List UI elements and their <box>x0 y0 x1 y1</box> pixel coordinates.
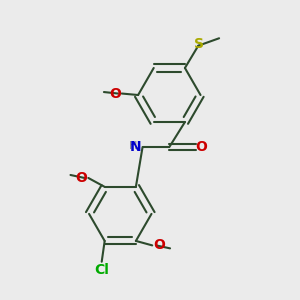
Text: H: H <box>129 141 137 151</box>
Text: O: O <box>196 140 207 154</box>
Text: N: N <box>130 140 141 154</box>
Text: S: S <box>194 37 204 51</box>
Text: O: O <box>109 86 121 100</box>
Text: Cl: Cl <box>94 263 109 277</box>
Text: O: O <box>76 171 87 185</box>
Text: O: O <box>153 238 165 252</box>
